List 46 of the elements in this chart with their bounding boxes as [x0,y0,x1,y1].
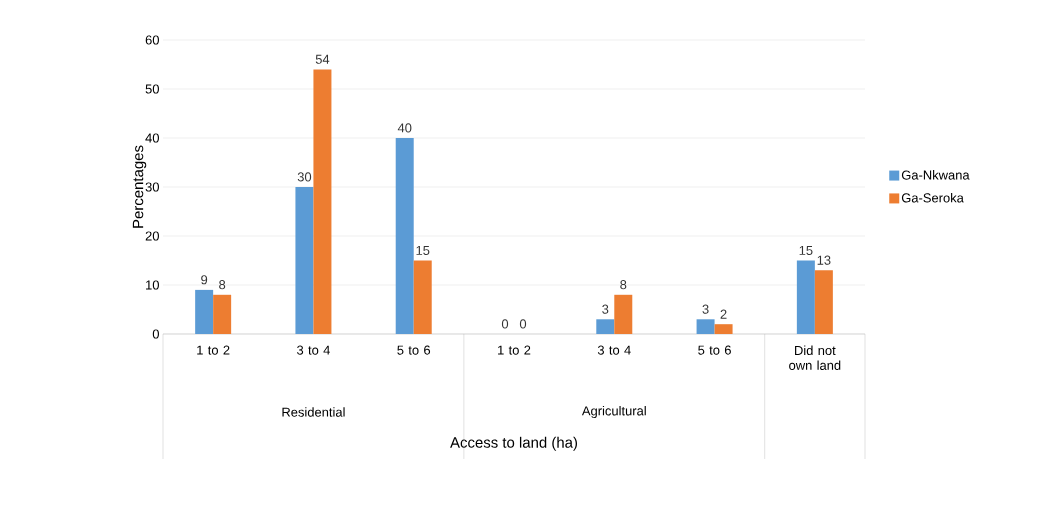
data-label: 8 [219,280,226,290]
legend-label: Ga-Nkwana [901,170,970,180]
bar [714,324,733,334]
data-label: 15 [799,245,813,255]
y-tick-label: 60 [145,35,159,45]
x-axis-title: Access to land (ha) [450,436,578,451]
x-tick-label: 3 to 4 [297,345,330,355]
y-tick-label: 40 [145,133,159,143]
data-label: 0 [519,319,527,329]
x-tick-label: 5 to 6 [698,345,731,355]
x-tick-label: 5 to 6 [397,345,431,355]
y-tick-label: 10 [146,280,159,290]
data-label: 0 [501,319,509,329]
bar [413,260,432,334]
data-label: 54 [315,54,330,64]
data-label: 40 [397,123,412,133]
bar [596,319,615,334]
data-label: 8 [620,280,627,290]
bar [295,186,314,334]
bar [195,289,214,334]
bar [696,319,715,334]
x-tick-label: 1 to 2 [498,345,531,355]
bar [313,69,332,334]
bar [395,137,414,334]
y-tick-label: 20 [145,231,159,241]
data-label: 3 [702,304,709,314]
legend-label: Ga-Seroka [901,192,964,203]
bar [796,260,815,334]
text: Agricultural [581,405,646,419]
data-label: 15 [416,245,430,255]
text: Residential [282,407,345,417]
y-tick-label: 50 [145,84,159,94]
y-axis-title: Percentages [132,145,147,228]
y-tick-label: 0 [152,329,159,339]
bar [814,270,833,334]
data-label: 2 [720,309,727,319]
data-label: 13 [817,255,831,265]
data-label: 9 [201,275,208,285]
x-tick-label: 3 to 4 [597,345,631,355]
bar [213,294,232,334]
data-label: 3 [602,304,609,314]
x-tick-label: 1 to 2 [197,345,230,355]
x-tick-label: Did not own land [789,345,841,370]
y-tick-label: 30 [145,182,159,192]
data-label: 30 [297,172,312,182]
bar [614,294,633,334]
